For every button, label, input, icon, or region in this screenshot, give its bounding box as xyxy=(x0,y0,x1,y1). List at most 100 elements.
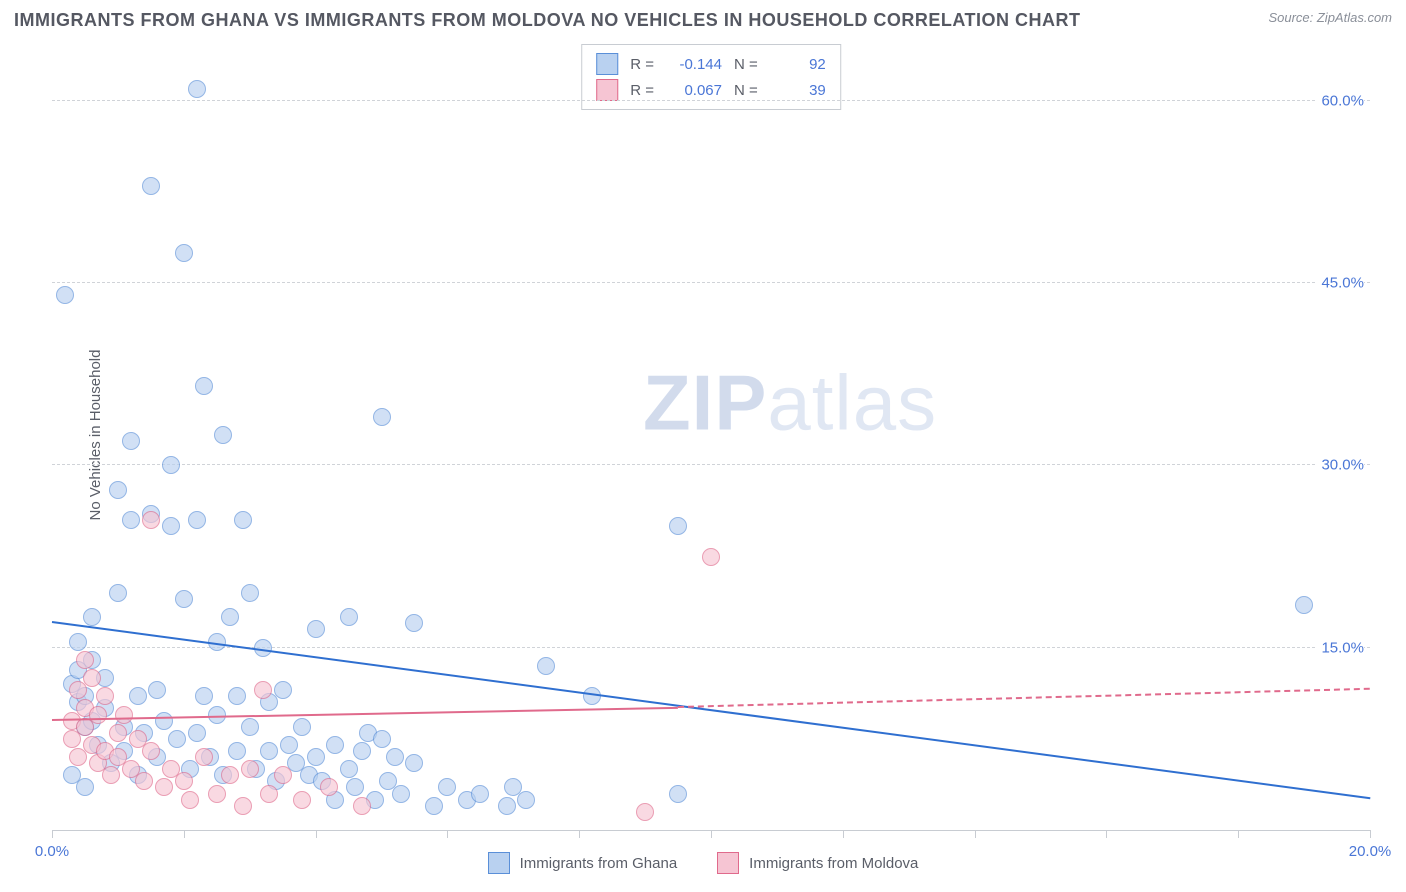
legend-swatch-moldova xyxy=(717,852,739,874)
grid-line xyxy=(52,100,1370,101)
y-tick-label: 60.0% xyxy=(1317,92,1364,109)
y-tick-label: 30.0% xyxy=(1317,457,1364,474)
plot-area: No Vehicles in Household ZIPatlas R = -0… xyxy=(52,40,1370,830)
data-point xyxy=(221,766,239,784)
data-point xyxy=(188,511,206,529)
x-tick xyxy=(1106,830,1107,838)
data-point xyxy=(155,712,173,730)
data-point xyxy=(181,791,199,809)
data-point xyxy=(392,785,410,803)
data-point xyxy=(636,803,654,821)
data-point xyxy=(340,608,358,626)
data-point xyxy=(208,706,226,724)
data-point xyxy=(195,687,213,705)
r-label: R = xyxy=(630,56,654,73)
data-point xyxy=(122,511,140,529)
x-tick xyxy=(1370,830,1371,838)
data-point xyxy=(102,766,120,784)
legend-swatch-ghana xyxy=(488,852,510,874)
data-point xyxy=(234,511,252,529)
data-point xyxy=(498,797,516,815)
data-point xyxy=(135,772,153,790)
data-point xyxy=(537,657,555,675)
data-point xyxy=(83,608,101,626)
data-point xyxy=(260,742,278,760)
legend-swatch-moldova xyxy=(596,79,618,101)
data-point xyxy=(274,766,292,784)
legend-item-ghana: Immigrants from Ghana xyxy=(488,852,678,874)
x-tick xyxy=(975,830,976,838)
r-value-ghana: -0.144 xyxy=(666,56,722,73)
chart-source: Source: ZipAtlas.com xyxy=(1268,10,1392,25)
data-point xyxy=(353,742,371,760)
n-value-ghana: 92 xyxy=(770,56,826,73)
data-point xyxy=(669,785,687,803)
data-point xyxy=(162,517,180,535)
data-point xyxy=(195,748,213,766)
legend-label-moldova: Immigrants from Moldova xyxy=(749,855,918,872)
data-point xyxy=(76,778,94,796)
r-value-moldova: 0.067 xyxy=(666,82,722,99)
data-point xyxy=(148,681,166,699)
data-point xyxy=(702,548,720,566)
watermark: ZIPatlas xyxy=(643,358,937,449)
data-point xyxy=(260,785,278,803)
data-point xyxy=(583,687,601,705)
data-point xyxy=(280,736,298,754)
watermark-rest: atlas xyxy=(767,359,937,447)
data-point xyxy=(155,778,173,796)
data-point xyxy=(221,608,239,626)
data-point xyxy=(293,718,311,736)
data-point xyxy=(373,730,391,748)
data-point xyxy=(142,511,160,529)
data-point xyxy=(234,797,252,815)
data-point xyxy=(241,760,259,778)
r-label: R = xyxy=(630,82,654,99)
data-point xyxy=(438,778,456,796)
data-point xyxy=(89,706,107,724)
data-point xyxy=(241,718,259,736)
legend-swatch-ghana xyxy=(596,53,618,75)
legend-item-moldova: Immigrants from Moldova xyxy=(717,852,918,874)
scatter-plot: ZIPatlas R = -0.144 N = 92 R = 0.067 N =… xyxy=(52,40,1370,830)
grid-line xyxy=(52,464,1370,465)
data-point xyxy=(274,681,292,699)
data-point xyxy=(293,791,311,809)
data-point xyxy=(129,687,147,705)
x-tick xyxy=(447,830,448,838)
data-point xyxy=(109,724,127,742)
data-point xyxy=(1295,596,1313,614)
chart-title: IMMIGRANTS FROM GHANA VS IMMIGRANTS FROM… xyxy=(14,10,1080,31)
y-tick-label: 15.0% xyxy=(1317,639,1364,656)
data-point xyxy=(214,426,232,444)
data-point xyxy=(353,797,371,815)
data-point xyxy=(109,481,127,499)
n-value-moldova: 39 xyxy=(770,82,826,99)
trend-line xyxy=(52,706,678,720)
data-point xyxy=(162,456,180,474)
data-point xyxy=(175,590,193,608)
data-point xyxy=(188,80,206,98)
data-point xyxy=(188,724,206,742)
data-point xyxy=(517,791,535,809)
data-point xyxy=(346,778,364,796)
data-point xyxy=(228,687,246,705)
grid-line xyxy=(52,282,1370,283)
x-tick xyxy=(1238,830,1239,838)
data-point xyxy=(405,614,423,632)
data-point xyxy=(326,736,344,754)
data-point xyxy=(307,620,325,638)
data-point xyxy=(228,742,246,760)
data-point xyxy=(122,432,140,450)
x-tick xyxy=(579,830,580,838)
data-point xyxy=(307,748,325,766)
legend-label-ghana: Immigrants from Ghana xyxy=(520,855,678,872)
data-point xyxy=(175,772,193,790)
x-tick xyxy=(52,830,53,838)
chart-header: IMMIGRANTS FROM GHANA VS IMMIGRANTS FROM… xyxy=(14,10,1392,31)
data-point xyxy=(109,584,127,602)
correlation-legend-row: R = -0.144 N = 92 xyxy=(596,51,826,77)
y-tick-label: 45.0% xyxy=(1317,275,1364,292)
data-point xyxy=(254,681,272,699)
data-point xyxy=(241,584,259,602)
